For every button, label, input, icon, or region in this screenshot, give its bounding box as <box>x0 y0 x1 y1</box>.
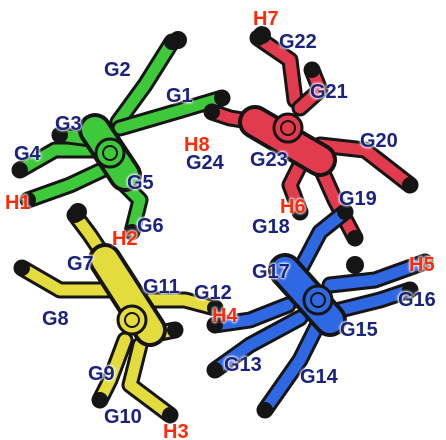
label-g9: G9 <box>88 363 115 385</box>
red-figure-limb <box>284 159 306 218</box>
green-figure <box>11 31 231 241</box>
blue-figure-emblem-inner <box>310 292 326 308</box>
yellow-figure-limb <box>144 294 221 314</box>
label-g19: G19 <box>339 188 377 210</box>
blue-figure-limb <box>324 256 431 291</box>
label-g15: G15 <box>340 319 378 341</box>
red-figure-hand <box>304 62 320 78</box>
red-figure-limb <box>314 139 416 191</box>
yellow-figure-hand <box>92 392 108 408</box>
blue-figure-emblem <box>302 284 334 316</box>
blue-figure-hand <box>417 254 433 270</box>
blue-figure <box>206 203 434 419</box>
green-figure-hand <box>52 127 68 143</box>
green-figure-hand <box>20 192 36 208</box>
green-figure-head <box>169 31 187 49</box>
red-figure-emblem <box>272 112 304 144</box>
label-g5: G5 <box>127 172 154 194</box>
label-h2: H2 <box>112 228 138 250</box>
label-g23: G23 <box>250 149 288 171</box>
label-g4: G4 <box>14 143 41 165</box>
green-figure-hand <box>214 90 230 106</box>
green-figure-limb <box>22 164 108 206</box>
red-figure-emblem-inner <box>280 120 296 136</box>
label-g14: G14 <box>300 366 338 388</box>
green-figure-emblem <box>94 137 126 169</box>
label-g13: G13 <box>224 354 262 376</box>
red-figure-head <box>253 26 271 44</box>
blue-figure-head <box>346 256 364 274</box>
label-g2: G2 <box>104 59 131 81</box>
label-g21: G21 <box>310 81 348 103</box>
label-h3: H3 <box>163 421 189 440</box>
label-g6: G6 <box>137 215 164 237</box>
green-figure-limb <box>14 144 104 176</box>
blue-figure-limb <box>334 284 416 316</box>
label-g24: G24 <box>186 152 224 174</box>
blue-figure-hand <box>207 362 223 378</box>
label-g16: G16 <box>398 289 436 311</box>
green-figure-limb <box>112 36 178 128</box>
label-h7: H7 <box>253 8 279 30</box>
label-g12: G12 <box>194 282 232 304</box>
red-figure-hand <box>402 177 418 193</box>
blue-figure-limb <box>294 206 351 276</box>
blue-figure-hand <box>402 282 418 298</box>
blue-figure-hand <box>257 402 273 418</box>
red-figure-hand <box>292 204 308 220</box>
label-g1: G1 <box>166 85 193 107</box>
label-h1: H1 <box>5 192 31 214</box>
yellow-figure-limb <box>16 262 114 296</box>
green-figure-emblem-inner <box>102 145 118 161</box>
green-figure-hand <box>124 224 140 240</box>
red-figure-limb <box>252 32 301 106</box>
label-g3: G3 <box>55 113 82 135</box>
label-g20: G20 <box>360 130 398 152</box>
green-figure-limb <box>114 92 228 134</box>
red-figure-hand <box>347 230 363 246</box>
label-g7: G7 <box>67 253 94 275</box>
label-h5: H5 <box>409 254 435 276</box>
yellow-figure-hand <box>167 322 183 338</box>
blue-figure-limb <box>259 314 326 416</box>
label-g18: G18 <box>252 216 290 238</box>
yellow-figure-emblem-inner <box>124 312 140 328</box>
label-g22: G22 <box>279 31 317 53</box>
yellow-figure-emblem <box>116 304 148 336</box>
yellow-figure-hand <box>162 407 178 423</box>
label-h8: H8 <box>184 134 210 156</box>
label-g10: G10 <box>104 406 142 428</box>
yellow-figure-head <box>69 203 87 221</box>
yellow-figure-hand <box>207 300 223 316</box>
blue-figure-limb <box>209 299 294 331</box>
label-h4: H4 <box>212 305 238 327</box>
blue-figure-hand <box>337 204 353 220</box>
yellow-figure-limb <box>124 339 176 421</box>
green-figure-hand <box>12 162 28 178</box>
blue-figure-limb <box>209 312 306 376</box>
yellow-figure <box>13 203 224 424</box>
label-h6: H6 <box>280 196 306 218</box>
label-g11: G11 <box>143 276 180 298</box>
blue-figure-hand <box>207 317 223 333</box>
label-g8: G8 <box>42 308 69 330</box>
yellow-figure-hand <box>14 260 30 276</box>
red-figure-hand <box>204 104 220 120</box>
label-g17: G17 <box>252 261 290 283</box>
red-figure <box>203 26 419 247</box>
